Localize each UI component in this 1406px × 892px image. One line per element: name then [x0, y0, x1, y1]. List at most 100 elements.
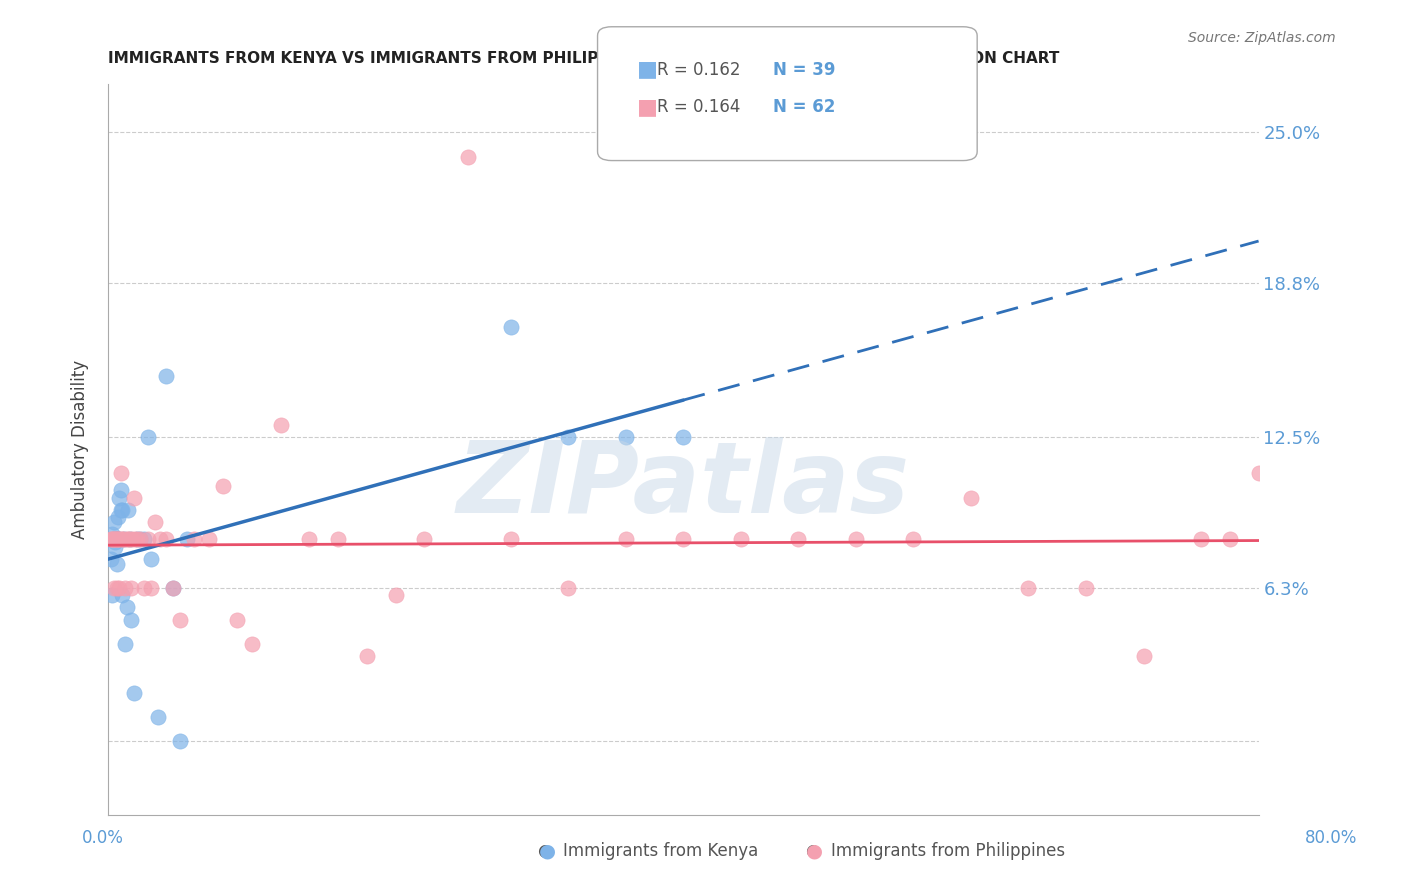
Point	[125, 532, 148, 546]
Text: Source: ZipAtlas.com: Source: ZipAtlas.com	[1188, 31, 1336, 45]
Point	[104, 532, 127, 546]
Point	[557, 581, 579, 595]
Point	[117, 532, 139, 546]
Point	[149, 532, 172, 546]
Point	[183, 532, 205, 546]
Point	[107, 510, 129, 524]
Y-axis label: Ambulatory Disability: Ambulatory Disability	[72, 359, 89, 539]
Point	[101, 527, 124, 541]
Point	[101, 588, 124, 602]
Point	[162, 581, 184, 595]
Text: N = 39: N = 39	[773, 61, 835, 78]
Point	[176, 532, 198, 546]
Point	[122, 491, 145, 505]
Point	[1017, 581, 1039, 595]
Point	[120, 613, 142, 627]
Point	[298, 532, 321, 546]
Point	[169, 734, 191, 748]
Point	[114, 637, 136, 651]
Text: R = 0.164: R = 0.164	[657, 98, 740, 116]
Point	[101, 532, 124, 546]
Point	[104, 540, 127, 554]
Point	[960, 491, 983, 505]
Point	[105, 532, 128, 546]
Point	[136, 532, 159, 546]
Point	[108, 532, 131, 546]
Point	[100, 551, 122, 566]
Point	[117, 503, 139, 517]
Point	[499, 320, 522, 334]
Point	[105, 532, 128, 546]
Text: ■: ■	[637, 60, 658, 79]
Point	[103, 581, 125, 595]
Point	[120, 581, 142, 595]
Point	[112, 532, 135, 546]
Point	[103, 532, 125, 546]
Point	[240, 637, 263, 651]
Text: 0.0%: 0.0%	[82, 829, 124, 847]
Point	[115, 600, 138, 615]
Point	[103, 532, 125, 546]
Point	[107, 532, 129, 546]
Point	[162, 581, 184, 595]
Point	[1189, 532, 1212, 546]
Point	[614, 430, 637, 444]
Point	[114, 581, 136, 595]
Point	[111, 588, 134, 602]
Point	[155, 532, 177, 546]
Text: ZIPatlas: ZIPatlas	[457, 437, 910, 534]
Point	[111, 532, 134, 546]
Point	[108, 491, 131, 505]
Text: IMMIGRANTS FROM KENYA VS IMMIGRANTS FROM PHILIPPINES AMBULATORY DISABILITY CORRE: IMMIGRANTS FROM KENYA VS IMMIGRANTS FROM…	[108, 51, 1059, 66]
Point	[108, 532, 131, 546]
Point	[787, 532, 810, 546]
Point	[148, 710, 170, 724]
Point	[169, 613, 191, 627]
Point	[197, 532, 219, 546]
Point	[499, 532, 522, 546]
Point	[1074, 581, 1097, 595]
Text: ●: ●	[538, 841, 555, 860]
Point	[903, 532, 925, 546]
Point	[128, 532, 150, 546]
Point	[110, 503, 132, 517]
Point	[100, 532, 122, 546]
Point	[121, 532, 143, 546]
Point	[270, 417, 292, 432]
Point	[125, 532, 148, 546]
Point	[107, 532, 129, 546]
Point	[614, 532, 637, 546]
Point	[105, 581, 128, 595]
Point	[139, 551, 162, 566]
Point	[136, 430, 159, 444]
Point	[122, 686, 145, 700]
Text: 80.0%: 80.0%	[1305, 829, 1358, 847]
Point	[384, 588, 406, 602]
Point	[108, 581, 131, 595]
Point	[103, 515, 125, 529]
Point	[139, 581, 162, 595]
Point	[730, 532, 752, 546]
Point	[413, 532, 436, 546]
Text: ●  Immigrants from Philippines: ● Immigrants from Philippines	[806, 842, 1064, 860]
Point	[104, 532, 127, 546]
Point	[128, 532, 150, 546]
Point	[845, 532, 868, 546]
Point	[111, 532, 134, 546]
Point	[104, 534, 127, 549]
Point	[145, 515, 167, 529]
Text: ●: ●	[806, 841, 823, 860]
Point	[356, 649, 378, 664]
Point	[110, 467, 132, 481]
Point	[118, 532, 141, 546]
Text: N = 62: N = 62	[773, 98, 835, 116]
Point	[326, 532, 349, 546]
Point	[107, 532, 129, 546]
Point	[105, 557, 128, 571]
Point	[132, 581, 155, 595]
Text: R = 0.162: R = 0.162	[657, 61, 740, 78]
Point	[1247, 467, 1270, 481]
Point	[1132, 649, 1154, 664]
Point	[672, 430, 695, 444]
Point	[112, 532, 135, 546]
